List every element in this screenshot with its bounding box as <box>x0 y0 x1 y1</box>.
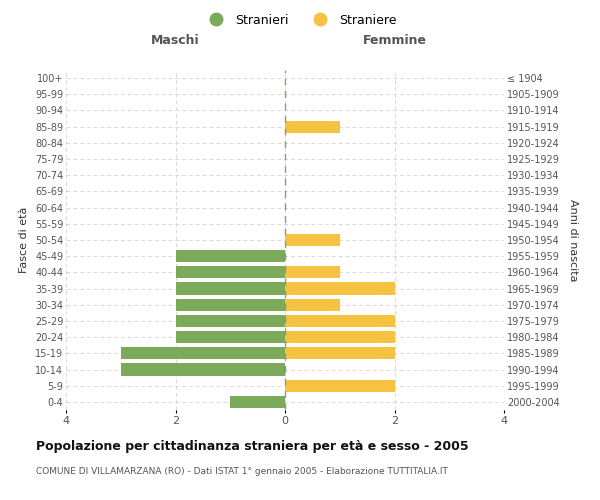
Bar <box>285 348 395 360</box>
Y-axis label: Fasce di età: Fasce di età <box>19 207 29 273</box>
Bar <box>285 266 340 278</box>
Bar <box>121 348 285 360</box>
Text: Maschi: Maschi <box>151 34 200 48</box>
Bar <box>285 120 340 132</box>
Bar <box>285 234 340 246</box>
Bar <box>285 331 395 343</box>
Bar <box>285 282 395 294</box>
Y-axis label: Anni di nascita: Anni di nascita <box>568 198 578 281</box>
Bar <box>176 266 285 278</box>
Bar <box>176 331 285 343</box>
Bar <box>176 298 285 311</box>
Bar <box>285 380 395 392</box>
Text: COMUNE DI VILLAMARZANA (RO) - Dati ISTAT 1° gennaio 2005 - Elaborazione TUTTITAL: COMUNE DI VILLAMARZANA (RO) - Dati ISTAT… <box>36 468 448 476</box>
Bar <box>176 250 285 262</box>
Text: Femmine: Femmine <box>362 34 427 48</box>
Bar <box>285 315 395 327</box>
Text: Popolazione per cittadinanza straniera per età e sesso - 2005: Popolazione per cittadinanza straniera p… <box>36 440 469 453</box>
Bar <box>176 282 285 294</box>
Legend: Stranieri, Straniere: Stranieri, Straniere <box>199 8 401 32</box>
Bar <box>121 364 285 376</box>
Bar <box>176 315 285 327</box>
Bar <box>285 298 340 311</box>
Bar <box>230 396 285 408</box>
